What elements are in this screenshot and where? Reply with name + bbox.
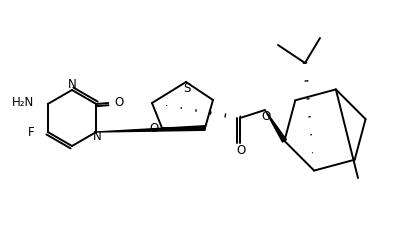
- Text: N: N: [93, 131, 102, 143]
- Text: H₂N: H₂N: [12, 96, 34, 110]
- Text: O: O: [236, 145, 246, 157]
- Text: N: N: [68, 78, 76, 91]
- Text: O: O: [114, 96, 124, 110]
- Polygon shape: [265, 110, 286, 142]
- Text: S: S: [183, 83, 191, 95]
- Text: F: F: [28, 127, 35, 139]
- Text: O: O: [150, 123, 159, 135]
- Text: O: O: [261, 110, 271, 124]
- Polygon shape: [96, 126, 205, 132]
